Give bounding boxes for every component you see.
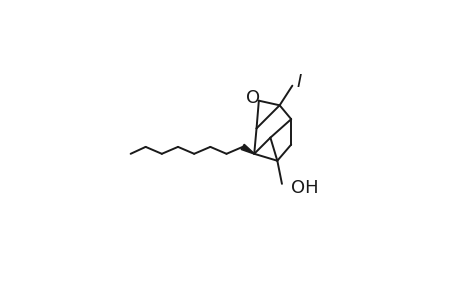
Text: I: I (296, 73, 301, 91)
Text: OH: OH (291, 179, 318, 197)
Polygon shape (241, 144, 254, 154)
Text: O: O (246, 89, 260, 107)
